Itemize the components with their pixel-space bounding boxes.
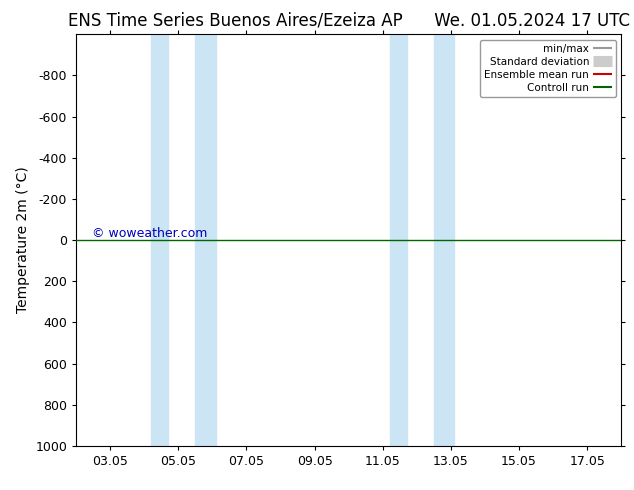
Y-axis label: Temperature 2m (°C): Temperature 2m (°C) <box>16 167 30 314</box>
Bar <box>151 34 168 446</box>
Bar <box>195 34 216 446</box>
Title: ENS Time Series Buenos Aires/Ezeiza AP      We. 01.05.2024 17 UTC: ENS Time Series Buenos Aires/Ezeiza AP W… <box>68 12 630 30</box>
Text: © woweather.com: © woweather.com <box>93 227 208 240</box>
Bar <box>434 34 455 446</box>
Legend: min/max, Standard deviation, Ensemble mean run, Controll run: min/max, Standard deviation, Ensemble me… <box>480 40 616 97</box>
Bar <box>389 34 406 446</box>
